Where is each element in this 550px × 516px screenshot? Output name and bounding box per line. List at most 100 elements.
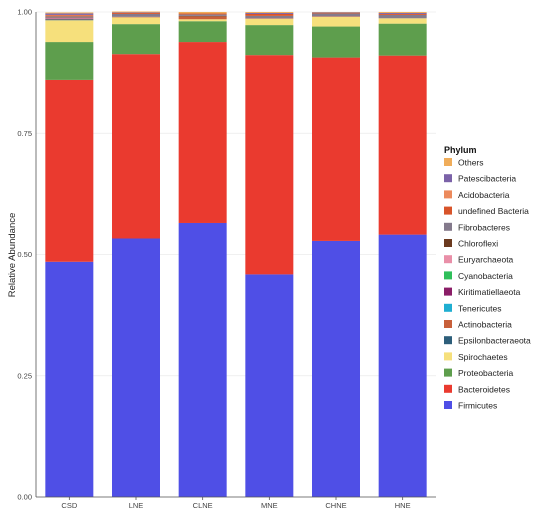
x-tick-label: HNE	[395, 501, 411, 510]
bar-segment-undefined-bacteria	[45, 15, 94, 17]
bar-segment-bacteroidetes	[378, 55, 427, 235]
legend-swatch-euryarchaeota	[444, 255, 452, 264]
legend-label: Others	[458, 158, 484, 168]
bar-segment-bacteroidetes	[178, 42, 227, 223]
legend-swatch-bacteroidetes	[444, 384, 452, 393]
x-tick-label: MNE	[261, 501, 278, 510]
legend-title: Phylum	[444, 145, 477, 155]
bar-group-mne	[245, 12, 294, 497]
bar-segment-undefined-bacteria	[112, 12, 160, 14]
x-tick-label: CSD	[61, 501, 77, 510]
y-tick-label: 0.50	[17, 250, 32, 259]
bar-segment-fibrobacteres	[378, 14, 427, 19]
bar-segment-spirochaetes	[112, 17, 160, 25]
bar-segment-fibrobacteres	[112, 13, 160, 17]
bar-segment-bacteroidetes	[45, 79, 94, 262]
bar-segment-proteobacteria	[312, 26, 360, 58]
bar-segment-bacteroidetes	[312, 57, 360, 241]
bar-segment-others	[45, 12, 94, 14]
bar-segment-undefined-bacteria	[378, 13, 427, 15]
bar-segment-spirochaetes	[178, 19, 227, 22]
bar-segment-firmicutes	[45, 261, 94, 497]
y-tick-label: 0.25	[17, 371, 32, 380]
legend-label: Proteobacteria	[458, 368, 514, 378]
legend-label: Kiritimatiellaeota	[458, 287, 521, 297]
bar-segment-fibrobacteres	[178, 14, 227, 16]
bar-segment-firmicutes	[178, 222, 227, 497]
bar-group-lne	[112, 11, 160, 497]
legend-swatch-chloroflexi	[444, 239, 452, 247]
legend-swatch-epsilonbacteraeota	[444, 336, 452, 345]
bar-segment-patescibacteria	[245, 12, 294, 14]
y-tick-label: 0.00	[17, 493, 32, 502]
bar-segment-firmicutes	[378, 234, 427, 498]
legend-label: Actinobacteria	[458, 320, 512, 330]
y-tick-label: 0.75	[17, 129, 32, 138]
bar-segment-others	[378, 12, 427, 13]
bar-segment-others	[245, 12, 294, 13]
bar-group-chne	[312, 12, 360, 498]
legend-swatch-kiritimatiellaeota	[444, 287, 452, 296]
bars	[45, 11, 427, 498]
legend-label: Epsilonbacteraeota	[458, 336, 531, 346]
legend-swatch-acidobacteria	[444, 190, 452, 199]
legend-swatch-proteobacteria	[444, 368, 452, 377]
y-axis-title: Relative Abundance	[7, 213, 18, 298]
bar-segment-others	[112, 11, 160, 13]
bar-segment-epsilonbacteraeota	[45, 19, 94, 21]
bar-group-clne	[178, 12, 227, 497]
legend-label: Chloroflexi	[458, 239, 498, 249]
legend-label: Spirochaetes	[458, 352, 508, 362]
legend-swatch-cyanobacteria	[444, 271, 452, 280]
legend-swatch-firmicutes	[444, 401, 452, 409]
bar-segment-proteobacteria	[45, 42, 94, 80]
bar-segment-proteobacteria	[112, 24, 160, 55]
legend-swatch-patescibacteria	[444, 174, 452, 183]
bar-segment-firmicutes	[312, 240, 360, 498]
x-tick-label: CLNE	[193, 501, 213, 510]
bar-group-csd	[45, 12, 94, 497]
bar-segment-undefined-bacteria	[178, 13, 227, 15]
bar-segment-spirochaetes	[378, 18, 427, 24]
bar-segment-fibrobacteres	[245, 15, 294, 19]
legend-label: Bacteroidetes	[458, 384, 510, 394]
legend-label: Cyanobacteria	[458, 271, 513, 281]
bar-segment-bacteroidetes	[112, 54, 160, 239]
legend-swatch-undefined-bacteria	[444, 206, 452, 215]
bar-segment-undefined-bacteria	[245, 13, 294, 16]
bar-segment-fibrobacteres	[312, 13, 360, 17]
axes: 0.00 0.25 0.50 0.75 1.00 CSD LNE CLNE MNE CHNE HNE	[17, 8, 436, 510]
legend-label: undefined Bacteria	[458, 206, 529, 216]
bar-segment-firmicutes	[245, 274, 294, 497]
bar-segment-actinobacteria	[178, 16, 227, 20]
x-tick-label: LNE	[129, 501, 144, 510]
bar-segment-patescibacteria	[378, 12, 427, 14]
y-tick-label: 1.00	[17, 8, 32, 17]
x-tick-label: CHNE	[325, 501, 346, 510]
grid-lines	[36, 11, 436, 498]
legend-swatch-tenericutes	[444, 303, 452, 312]
legend-swatch-fibrobacteres	[444, 222, 452, 231]
legend-swatch-spirochaetes	[444, 352, 452, 361]
bar-segment-proteobacteria	[178, 21, 227, 43]
legend-label: Tenericutes	[458, 303, 501, 313]
bar-segment-proteobacteria	[245, 25, 294, 56]
legend-swatch-others	[444, 158, 452, 166]
bar-segment-spirochaetes	[45, 20, 94, 43]
legend-label: Fibrobacteres	[458, 222, 510, 232]
legend: Phylum Others Patescibacteria Acidobacteri…	[444, 145, 531, 411]
legend-label: Patescibacteria	[458, 174, 516, 184]
bar-segment-spirochaetes	[245, 18, 294, 26]
legend-swatch-actinobacteria	[444, 320, 452, 328]
legend-label: Acidobacteria	[458, 190, 510, 200]
bar-group-hne	[378, 12, 427, 498]
bar-segment-others	[178, 12, 227, 14]
bar-segment-spirochaetes	[312, 16, 360, 27]
bar-segment-firmicutes	[112, 238, 160, 497]
bar-segment-proteobacteria	[378, 23, 427, 56]
bar-segment-patescibacteria	[45, 13, 94, 15]
legend-label: Firmicutes	[458, 401, 497, 411]
bar-segment-bacteroidetes	[245, 55, 294, 275]
